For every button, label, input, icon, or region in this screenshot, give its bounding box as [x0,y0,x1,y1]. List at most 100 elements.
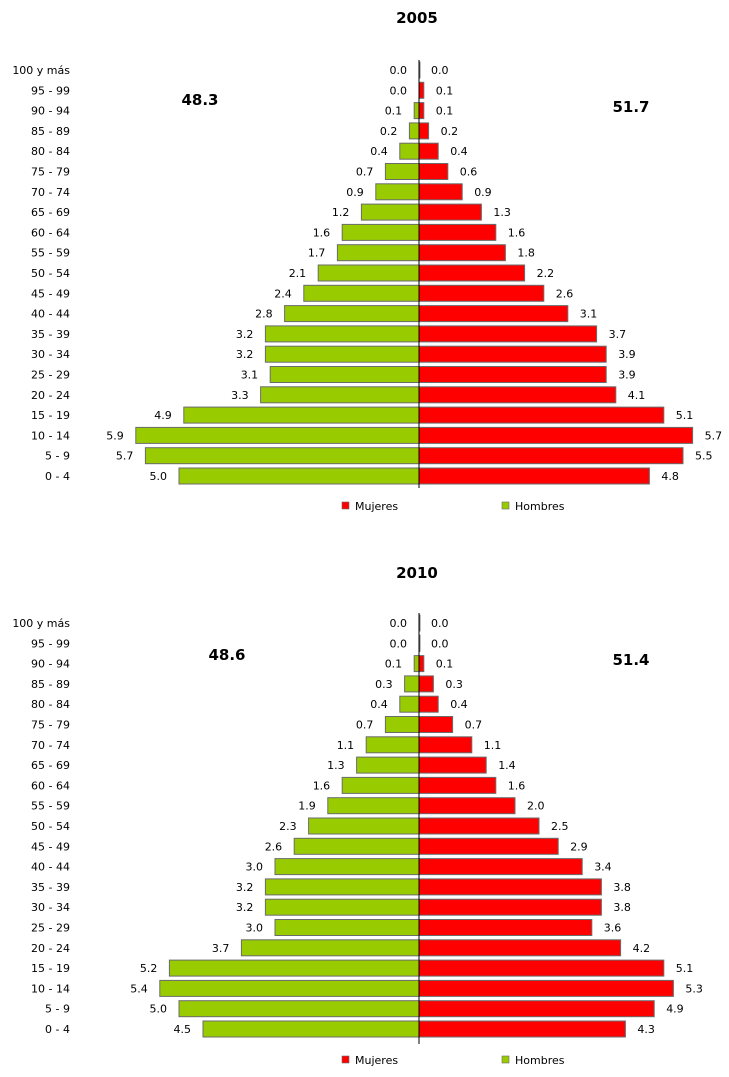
value-label-hombres: 0.7 [356,719,374,732]
value-label-mujeres: 0.1 [436,658,454,671]
bar-mujeres [418,203,482,221]
value-label-mujeres: 5.1 [676,962,694,975]
bar-mujeres [418,919,593,936]
bar-hombres [308,817,420,835]
bar-mujeres [418,1020,626,1038]
age-group-label: 25 - 29 [31,922,70,935]
bar-hombres [341,776,420,794]
value-label-mujeres: 0.1 [436,84,454,97]
age-group-label: 75 - 79 [31,166,70,179]
age-group-label: 100 y más [12,64,70,77]
bar-hombres [384,716,420,733]
value-label-hombres: 0.7 [356,166,374,179]
value-label-hombres: 5.9 [106,429,124,442]
bar-mujeres [418,244,506,262]
bar-hombres [365,736,420,754]
value-label-hombres: 2.4 [274,287,292,300]
age-group-label: 70 - 74 [31,739,70,752]
bar-mujeres [418,959,665,977]
bar-mujeres [418,122,430,140]
bar-mujeres [418,898,602,916]
bar-mujeres [418,142,439,160]
value-label-mujeres: 2.9 [570,840,588,853]
bar-mujeres [418,366,607,383]
value-label-mujeres: 0.4 [450,145,468,158]
legend-swatch-hombres [501,501,510,510]
value-label-mujeres: 2.0 [527,800,545,813]
age-group-label: 30 - 34 [31,901,70,914]
value-label-mujeres: 4.9 [666,1003,684,1016]
bar-hombres [144,447,420,465]
bar-mujeres [418,797,516,815]
value-label-mujeres: 4.3 [637,1023,655,1036]
value-label-mujeres: 0.2 [441,125,459,138]
bar-hombres [404,675,420,693]
bar-hombres [178,467,420,485]
bar-mujeres [418,467,650,485]
value-label-hombres: 3.2 [236,901,254,914]
bar-hombres [413,655,420,673]
bar-mujeres [418,264,526,282]
bar-mujeres [418,817,540,835]
value-label-hombres: 1.3 [327,759,345,772]
value-label-hombres: 1.9 [298,800,316,813]
age-group-label: 40 - 44 [31,308,70,321]
value-label-mujeres: 1.6 [508,779,526,792]
bar-hombres [264,878,420,896]
age-group-label: 100 y más [12,617,70,630]
bar-mujeres [418,979,674,997]
value-label-hombres: 5.0 [150,470,168,483]
bar-mujeres [418,939,622,957]
age-group-label: 60 - 64 [31,226,70,239]
value-label-mujeres: 0.1 [436,105,454,118]
value-label-mujeres: 0.4 [450,698,468,711]
value-label-mujeres: 3.9 [618,348,636,361]
age-group-label: 0 - 4 [45,470,70,483]
bar-hombres [269,366,420,383]
value-label-hombres: 1.2 [332,206,350,219]
bar-hombres [384,163,420,180]
value-label-hombres: 1.6 [313,779,331,792]
bar-mujeres [418,447,684,465]
value-label-mujeres: 4.2 [633,942,651,955]
value-label-mujeres: 3.8 [613,881,631,894]
age-group-label: 85 - 89 [31,678,70,691]
value-label-mujeres: 5.5 [695,450,713,463]
value-label-hombres: 5.2 [140,962,158,975]
value-label-hombres: 3.2 [236,881,254,894]
age-group-label: 30 - 34 [31,348,70,361]
bar-hombres [202,1020,420,1038]
value-label-hombres: 0.4 [370,145,388,158]
value-label-hombres: 0.0 [390,617,408,630]
value-label-hombres: 5.7 [116,450,134,463]
bar-hombres [303,284,420,302]
value-label-mujeres: 3.8 [613,901,631,914]
bar-mujeres [418,675,434,693]
value-label-mujeres: 1.4 [498,759,516,772]
age-group-label: 40 - 44 [31,861,70,874]
age-group-label: 75 - 79 [31,719,70,732]
value-label-mujeres: 1.6 [508,226,526,239]
bar-hombres [183,406,420,424]
legend-swatch-mujeres [341,1055,350,1064]
age-group-label: 5 - 9 [45,450,70,463]
value-label-hombres: 0.9 [346,186,364,199]
value-label-hombres: 5.0 [150,1003,168,1016]
value-label-hombres: 2.6 [265,840,283,853]
bar-mujeres [418,756,487,774]
value-label-mujeres: 0.3 [445,678,463,691]
age-group-label: 45 - 49 [31,287,70,300]
total-hombres-label: 48.6 [208,646,245,664]
chart-title: 2005 [396,9,438,27]
value-label-hombres: 3.3 [231,389,249,402]
age-group-label: 45 - 49 [31,840,70,853]
bar-mujeres [418,386,617,404]
bar-mujeres [418,102,425,120]
value-label-mujeres: 0.0 [431,637,449,650]
bar-hombres [264,325,420,343]
value-label-mujeres: 1.3 [493,206,511,219]
age-group-label: 80 - 84 [31,145,70,158]
bar-hombres [274,858,420,876]
